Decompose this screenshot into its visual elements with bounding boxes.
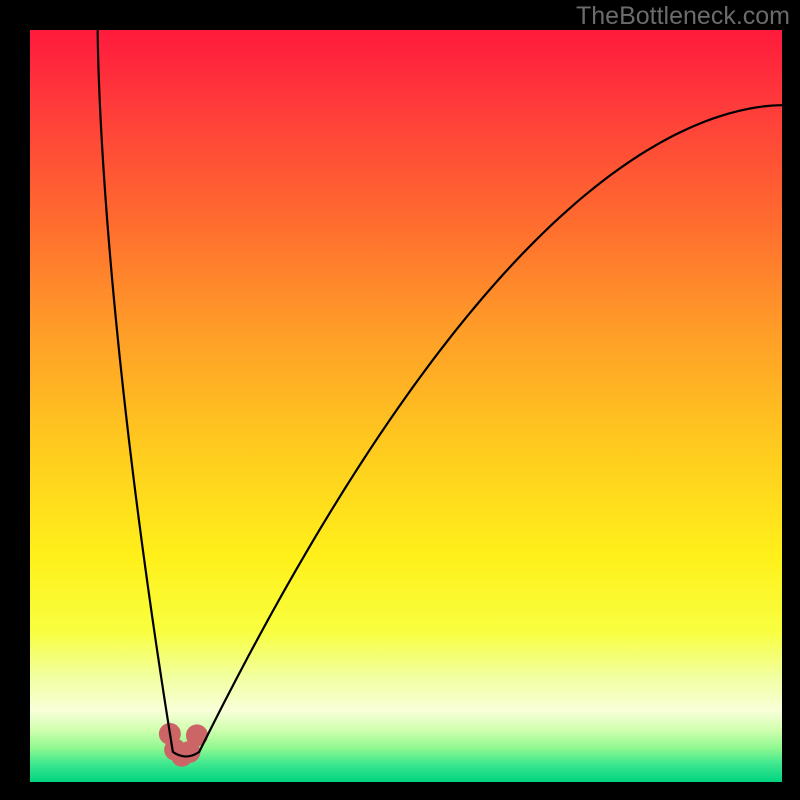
- chart-stage: TheBottleneck.com: [0, 0, 800, 800]
- plot-area: [30, 30, 782, 782]
- watermark-text: TheBottleneck.com: [576, 2, 790, 31]
- gradient-background: [30, 30, 782, 782]
- plot-svg: [30, 30, 782, 782]
